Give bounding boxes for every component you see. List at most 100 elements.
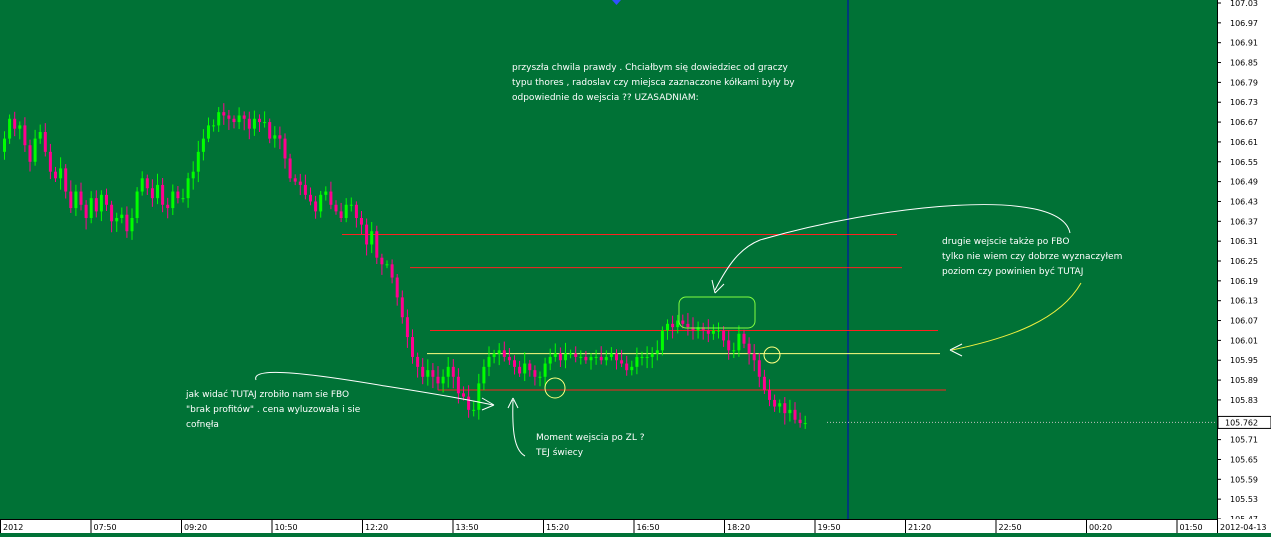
candle-body bbox=[84, 204, 88, 218]
time-axis-panel bbox=[0, 519, 1271, 533]
candle-body bbox=[574, 353, 578, 357]
candle-body bbox=[186, 178, 190, 199]
time-tick-label: 07:50 bbox=[94, 523, 117, 532]
candle-body bbox=[8, 118, 12, 139]
price-tick-label: 106.37 bbox=[1230, 217, 1258, 226]
arrow-curve bbox=[255, 371, 494, 406]
candle-body bbox=[125, 214, 129, 232]
candle-body bbox=[681, 320, 685, 324]
candle-body bbox=[191, 171, 195, 179]
price-tick-label: 105.59 bbox=[1230, 475, 1258, 484]
candle-body bbox=[558, 353, 562, 361]
current-price-label: 105.762 bbox=[1225, 418, 1258, 427]
highlight-circle bbox=[763, 346, 781, 364]
candle-body bbox=[543, 363, 547, 377]
candle-body bbox=[783, 403, 787, 414]
candle-body bbox=[288, 158, 292, 179]
candle-body bbox=[538, 376, 542, 378]
candle-body bbox=[212, 125, 216, 127]
price-tick-label: 105.53 bbox=[1230, 495, 1258, 504]
candle-body bbox=[156, 184, 159, 199]
candle-body bbox=[411, 337, 414, 357]
annotation-right: drugie wejscie także po FBO tylko nie wi… bbox=[942, 237, 1123, 277]
candle-body bbox=[645, 356, 649, 358]
candle-body bbox=[666, 323, 669, 331]
candle-body bbox=[247, 118, 251, 129]
candle-body bbox=[502, 350, 506, 357]
candle-body bbox=[207, 125, 210, 139]
candle-body bbox=[778, 403, 782, 407]
candle-body bbox=[620, 360, 624, 364]
candle-body bbox=[94, 198, 98, 212]
candle-body bbox=[655, 350, 659, 354]
candle-body bbox=[115, 218, 119, 222]
price-tick-label: 106.13 bbox=[1230, 297, 1258, 306]
candle-body bbox=[54, 171, 57, 179]
candle-body bbox=[625, 363, 629, 371]
candle-body bbox=[727, 340, 731, 351]
price-tick-label: 106.01 bbox=[1230, 336, 1258, 345]
candle-body bbox=[416, 356, 420, 367]
highlight-box bbox=[678, 296, 756, 329]
candle-body bbox=[385, 264, 389, 266]
candle-body bbox=[584, 356, 588, 361]
candle-body bbox=[513, 360, 516, 367]
highlight-circle bbox=[544, 377, 566, 399]
candle-body bbox=[798, 419, 802, 424]
candle-body bbox=[145, 178, 149, 189]
grid bbox=[612, 0, 849, 519]
candle-body bbox=[757, 360, 761, 377]
candle-body bbox=[436, 376, 440, 384]
arrow-curve bbox=[714, 204, 1071, 291]
candle-body bbox=[64, 168, 68, 192]
candle-body bbox=[441, 376, 445, 384]
candle-body bbox=[268, 122, 272, 139]
candle-body bbox=[650, 353, 654, 357]
candle-body bbox=[518, 366, 522, 374]
price-tick-label: 106.85 bbox=[1230, 59, 1258, 68]
candle-body bbox=[33, 138, 37, 162]
price-tick-label: 105.89 bbox=[1230, 376, 1258, 385]
annotation-entry: Moment wejscia po ZL ? TEJ świecy bbox=[536, 433, 645, 458]
candle-body bbox=[732, 350, 736, 352]
candle-body bbox=[324, 191, 328, 195]
time-tick-label: 18:20 bbox=[727, 523, 750, 532]
price-tick-label: 106.43 bbox=[1230, 197, 1258, 206]
candle-body bbox=[242, 115, 246, 119]
candle-body bbox=[339, 211, 343, 218]
arrow-head bbox=[711, 279, 725, 294]
candle-body bbox=[788, 409, 792, 414]
candle-body bbox=[319, 194, 323, 212]
candle-body bbox=[314, 201, 318, 212]
candle-body bbox=[630, 366, 634, 371]
candle-body bbox=[349, 204, 353, 206]
candle-body bbox=[548, 356, 552, 364]
candle-body bbox=[23, 125, 27, 146]
candle-body bbox=[456, 376, 460, 394]
candle-body bbox=[773, 399, 777, 407]
candle-body bbox=[3, 138, 6, 152]
candle-body bbox=[609, 353, 613, 357]
price-tick-label: 106.31 bbox=[1230, 237, 1258, 246]
price-tick-label: 106.97 bbox=[1230, 19, 1258, 28]
time-tick-label: 2012-04-13 bbox=[1220, 523, 1267, 532]
candle-body bbox=[38, 132, 42, 139]
candle-body bbox=[28, 145, 32, 162]
candles bbox=[3, 103, 807, 429]
candle-body bbox=[222, 112, 226, 116]
candle-body bbox=[59, 168, 63, 179]
candle-body bbox=[278, 135, 282, 139]
candle-body bbox=[201, 138, 205, 152]
time-tick-label: 00:20 bbox=[1089, 523, 1112, 532]
candle-body bbox=[298, 181, 302, 185]
price-tick-label: 106.73 bbox=[1230, 98, 1258, 107]
candle-body bbox=[477, 383, 481, 410]
candle-body bbox=[171, 191, 175, 209]
candle-body bbox=[696, 327, 700, 331]
price-tick-label: 107.03 bbox=[1230, 0, 1258, 8]
candle-body bbox=[579, 356, 583, 358]
candle-body bbox=[722, 330, 726, 341]
candle-body bbox=[99, 194, 103, 212]
candle-body bbox=[150, 188, 154, 199]
candle-body bbox=[227, 115, 231, 119]
